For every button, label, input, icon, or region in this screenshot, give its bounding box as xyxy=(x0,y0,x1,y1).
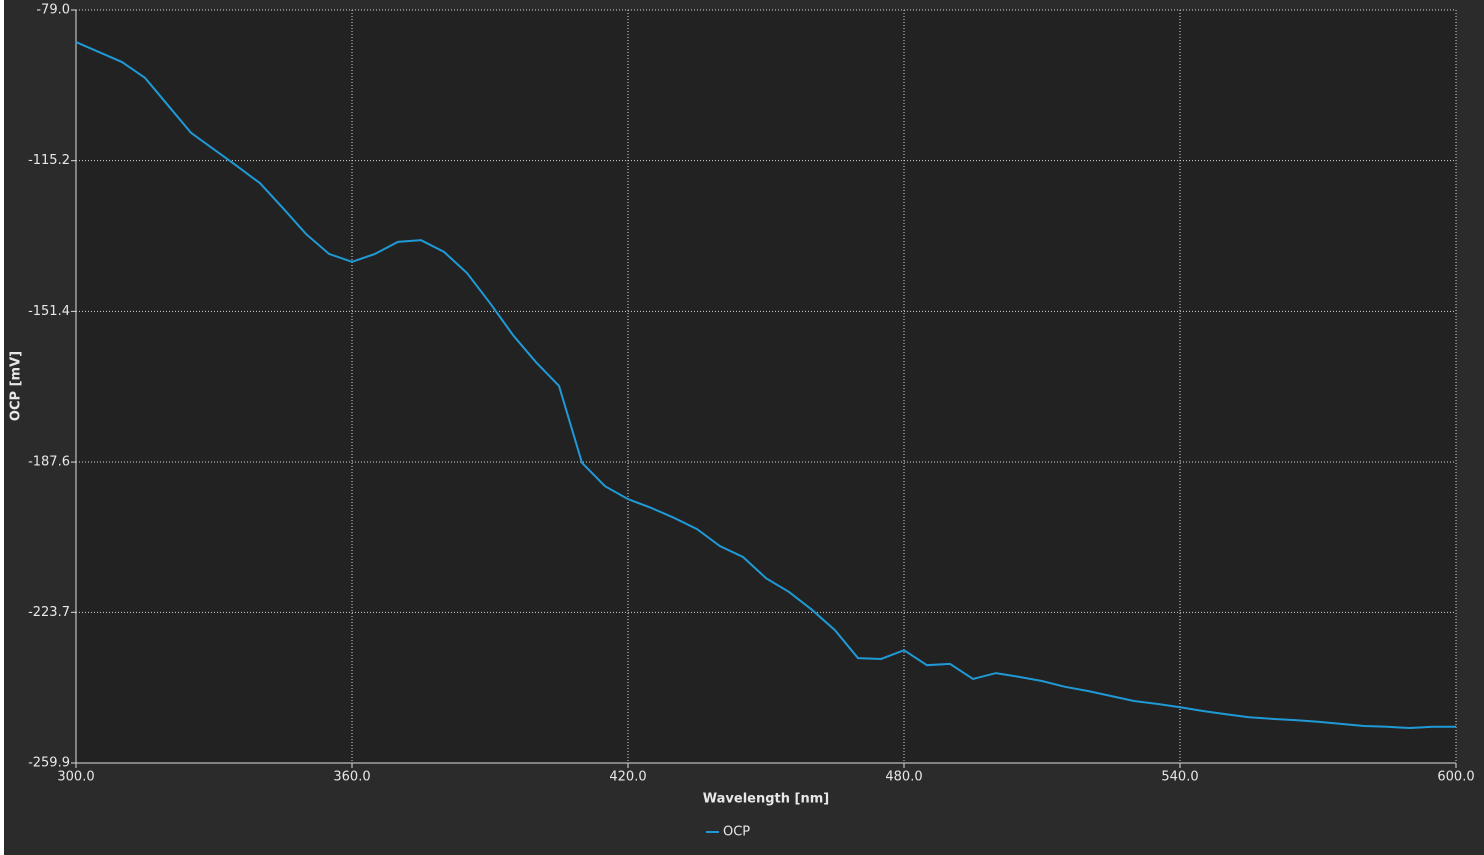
legend-label: OCP xyxy=(723,825,750,840)
y-tick-label: -187.6 xyxy=(28,455,70,470)
y-tick-label: -151.4 xyxy=(28,304,70,319)
x-tick-label: 480.0 xyxy=(885,770,922,785)
data-line xyxy=(75,41,1456,730)
y-tick-label: -259.9 xyxy=(28,756,70,771)
y-tick-label: -79.0 xyxy=(36,3,70,18)
y-axis-title: OCP [mV] xyxy=(9,351,24,421)
x-axis-title: Wavelength [nm] xyxy=(703,792,829,807)
plot-area xyxy=(76,10,1456,763)
x-tick-label: 600.0 xyxy=(1437,770,1474,785)
x-tick-label: 420.0 xyxy=(609,770,646,785)
y-tick-label: -223.7 xyxy=(28,605,70,620)
y-tick-label: -115.2 xyxy=(28,153,70,168)
left-edge xyxy=(0,0,4,855)
x-tick-label: 360.0 xyxy=(333,770,370,785)
x-tick-label: 300.0 xyxy=(57,770,94,785)
x-tick-label: 540.0 xyxy=(1161,770,1198,785)
